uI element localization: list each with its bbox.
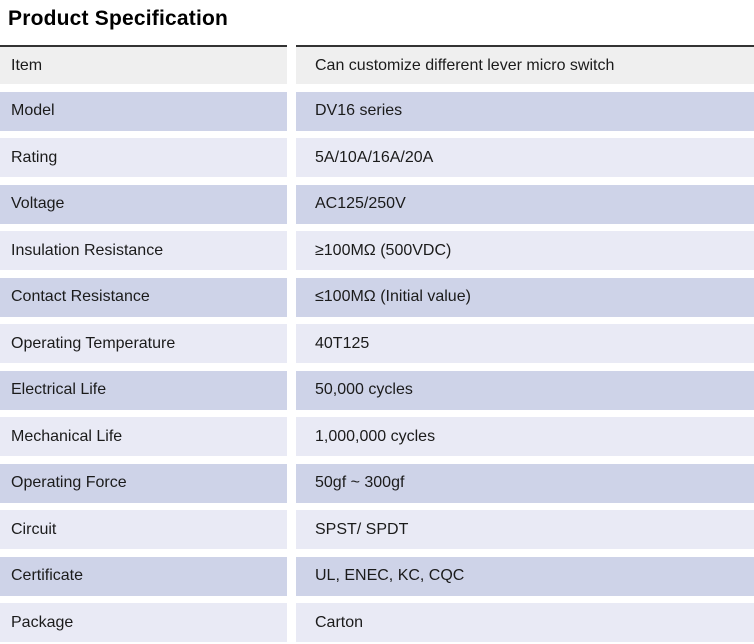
page-title: Product Specification	[8, 7, 229, 30]
spec-header-value: Can customize different lever micro swit…	[296, 45, 754, 84]
spec-row-label: Mechanical Life	[0, 417, 287, 456]
spec-row-value: ≤100MΩ (Initial value)	[296, 277, 754, 317]
spec-row-label: Model	[0, 91, 287, 131]
spec-row-value: 1,000,000 cycles	[296, 417, 754, 456]
spec-row-label: Operating Temperature	[0, 324, 287, 363]
spec-row-label: Voltage	[0, 184, 287, 224]
spec-table: Item Can customize different lever micro …	[0, 45, 754, 642]
spec-row-label: Contact Resistance	[0, 277, 287, 317]
spec-row-value: 50gf ~ 300gf	[296, 463, 754, 503]
spec-row-label: Certificate	[0, 556, 287, 596]
spec-row-value: SPST/ SPDT	[296, 510, 754, 549]
spec-row-label: Electrical Life	[0, 370, 287, 410]
spec-header-label: Item	[0, 45, 287, 84]
title-bar: Product Specification	[0, 0, 754, 45]
spec-row-value: ≥100MΩ (500VDC)	[296, 231, 754, 270]
spec-row-label: Operating Force	[0, 463, 287, 503]
spec-row-value: 50,000 cycles	[296, 370, 754, 410]
spec-row-label: Circuit	[0, 510, 287, 549]
spec-row-label: Insulation Resistance	[0, 231, 287, 270]
spec-row-value: Carton	[296, 603, 754, 642]
spec-row-value: AC125/250V	[296, 184, 754, 224]
spec-row-label: Rating	[0, 138, 287, 177]
spec-row-value: 5A/10A/16A/20A	[296, 138, 754, 177]
spec-row-label: Package	[0, 603, 287, 642]
spec-row-value: UL, ENEC, KC, CQC	[296, 556, 754, 596]
spec-row-value: 40T125	[296, 324, 754, 363]
spec-row-value: DV16 series	[296, 91, 754, 131]
